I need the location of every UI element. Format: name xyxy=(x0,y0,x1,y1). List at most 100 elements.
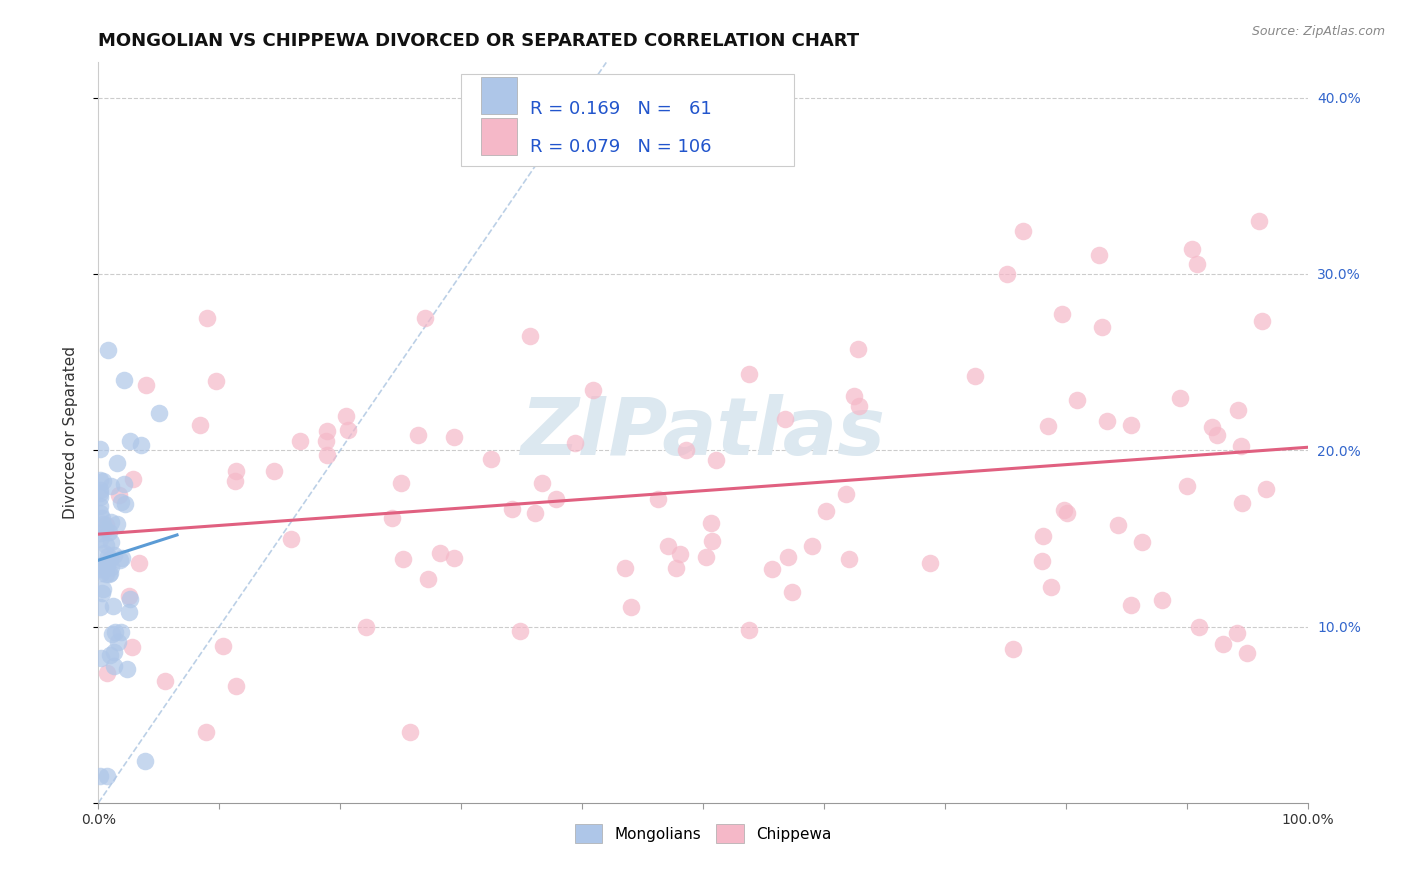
Point xyxy=(112,373,135,387)
Point xyxy=(782,585,804,599)
Point xyxy=(501,501,523,516)
Point xyxy=(98,567,121,582)
Point xyxy=(1205,427,1227,442)
Point xyxy=(1066,393,1088,408)
Point xyxy=(96,665,118,680)
Point xyxy=(105,456,128,470)
Point xyxy=(1177,478,1199,492)
Point xyxy=(90,558,112,573)
Point xyxy=(1032,529,1054,543)
Point xyxy=(98,551,121,566)
Point xyxy=(838,552,860,566)
Point xyxy=(546,492,568,507)
Point xyxy=(700,516,723,530)
Point xyxy=(337,424,360,438)
Point xyxy=(1107,518,1129,533)
Point xyxy=(776,549,799,564)
Point xyxy=(225,464,247,478)
Point xyxy=(280,532,302,546)
Point xyxy=(1050,307,1073,321)
Point xyxy=(100,648,122,662)
Point xyxy=(103,658,125,673)
Point xyxy=(134,754,156,768)
Point xyxy=(524,506,547,520)
Point xyxy=(1152,593,1174,607)
Point xyxy=(1212,637,1234,651)
Point xyxy=(96,769,118,783)
Point xyxy=(1188,619,1211,633)
Point xyxy=(90,586,112,600)
Point xyxy=(737,367,759,381)
Point xyxy=(101,599,124,613)
Point xyxy=(842,389,865,403)
Point xyxy=(97,549,120,563)
Point xyxy=(704,453,727,467)
Point xyxy=(315,424,337,438)
Point xyxy=(1119,417,1142,432)
Point xyxy=(315,434,337,448)
Point xyxy=(97,343,120,357)
Point xyxy=(89,526,111,541)
Point xyxy=(1181,242,1204,256)
Text: R = 0.169   N =   61: R = 0.169 N = 61 xyxy=(530,100,711,118)
Point xyxy=(90,566,112,580)
Point xyxy=(1225,626,1247,640)
Point xyxy=(93,516,115,531)
Point xyxy=(381,511,404,525)
Point xyxy=(89,506,111,520)
Point xyxy=(110,551,132,566)
Point xyxy=(800,539,823,553)
Point xyxy=(120,592,142,607)
Text: Source: ZipAtlas.com: Source: ZipAtlas.com xyxy=(1251,25,1385,38)
Point xyxy=(479,451,502,466)
FancyBboxPatch shape xyxy=(481,77,517,114)
Point xyxy=(110,494,132,508)
Point xyxy=(93,474,115,488)
Point xyxy=(114,497,136,511)
Point xyxy=(96,538,118,552)
Point xyxy=(100,479,122,493)
Point xyxy=(89,500,111,514)
Point xyxy=(406,427,429,442)
Point xyxy=(89,600,111,615)
Point xyxy=(100,515,122,529)
Point xyxy=(195,725,218,739)
Point xyxy=(389,475,412,490)
Point xyxy=(1095,414,1118,428)
Point xyxy=(94,521,117,535)
Point xyxy=(1002,641,1025,656)
Point xyxy=(89,473,111,487)
Point xyxy=(89,442,111,456)
Point xyxy=(103,548,125,562)
Point xyxy=(129,438,152,452)
Point xyxy=(112,477,135,491)
Point xyxy=(315,448,337,462)
Point xyxy=(98,566,121,580)
Point xyxy=(657,539,679,553)
Point xyxy=(429,546,451,560)
Point xyxy=(128,556,150,570)
Point xyxy=(100,627,122,641)
Point xyxy=(96,517,118,532)
Point xyxy=(1230,495,1253,509)
Point xyxy=(89,486,111,500)
Point xyxy=(1056,506,1078,520)
Point xyxy=(118,606,141,620)
Point xyxy=(1039,580,1062,594)
Point xyxy=(1053,502,1076,516)
Point xyxy=(775,412,797,426)
Point xyxy=(1130,535,1153,549)
Point xyxy=(89,769,111,783)
FancyBboxPatch shape xyxy=(461,73,793,166)
Point xyxy=(695,549,717,564)
Point xyxy=(89,532,111,546)
Point xyxy=(89,483,111,497)
Text: MONGOLIAN VS CHIPPEWA DIVORCED OR SEPARATED CORRELATION CHART: MONGOLIAN VS CHIPPEWA DIVORCED OR SEPARA… xyxy=(98,32,859,50)
Point xyxy=(399,725,422,739)
FancyBboxPatch shape xyxy=(481,118,517,154)
Point xyxy=(135,377,157,392)
Point xyxy=(288,434,311,448)
Y-axis label: Divorced or Separated: Divorced or Separated xyxy=(63,346,77,519)
Point xyxy=(89,650,111,665)
Point xyxy=(335,409,357,424)
